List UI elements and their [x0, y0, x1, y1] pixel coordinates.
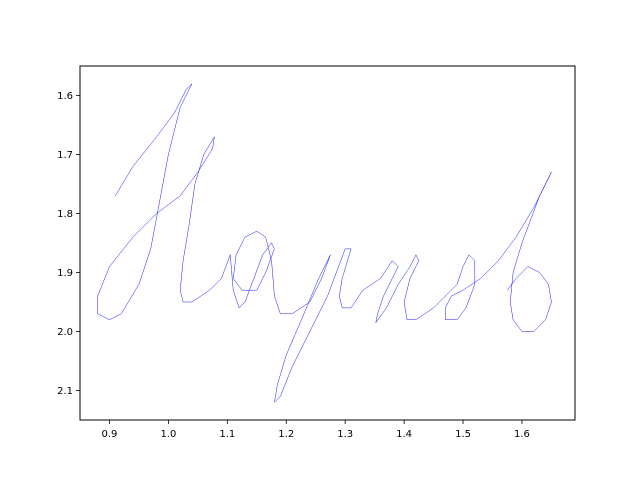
x-tick-label: 1.0 [160, 429, 176, 440]
x-axis: 0.9 1.0 1.1 1.2 1.3 1.4 1.5 1.6 [102, 420, 530, 440]
x-tick-label: 1.5 [455, 429, 471, 440]
x-tick-label: 1.4 [396, 429, 412, 440]
y-tick-label: 1.8 [57, 209, 73, 220]
y-tick-label: 2.0 [57, 327, 73, 338]
y-tick-label: 2.1 [57, 386, 73, 397]
x-tick-label: 1.1 [219, 429, 235, 440]
x-tick-label: 0.9 [102, 429, 118, 440]
series-line-stroke-2 [230, 230, 331, 315]
x-tick-label: 1.6 [514, 429, 530, 440]
plot-frame [79, 65, 576, 421]
x-tick-label: 1.3 [337, 429, 353, 440]
series-line-stroke-1 [97, 83, 231, 320]
series-line-stroke-5 [445, 171, 552, 332]
series-line-stroke-3 [274, 248, 364, 403]
y-tick-label: 1.6 [57, 91, 73, 102]
plot-lines [97, 83, 552, 403]
y-tick-label: 1.9 [57, 268, 73, 279]
x-tick-label: 1.2 [278, 429, 294, 440]
y-axis: 1.6 1.7 1.8 1.9 2.0 2.1 [57, 91, 80, 397]
series-line-stroke-4 [362, 254, 446, 323]
y-tick-label: 1.7 [57, 150, 73, 161]
